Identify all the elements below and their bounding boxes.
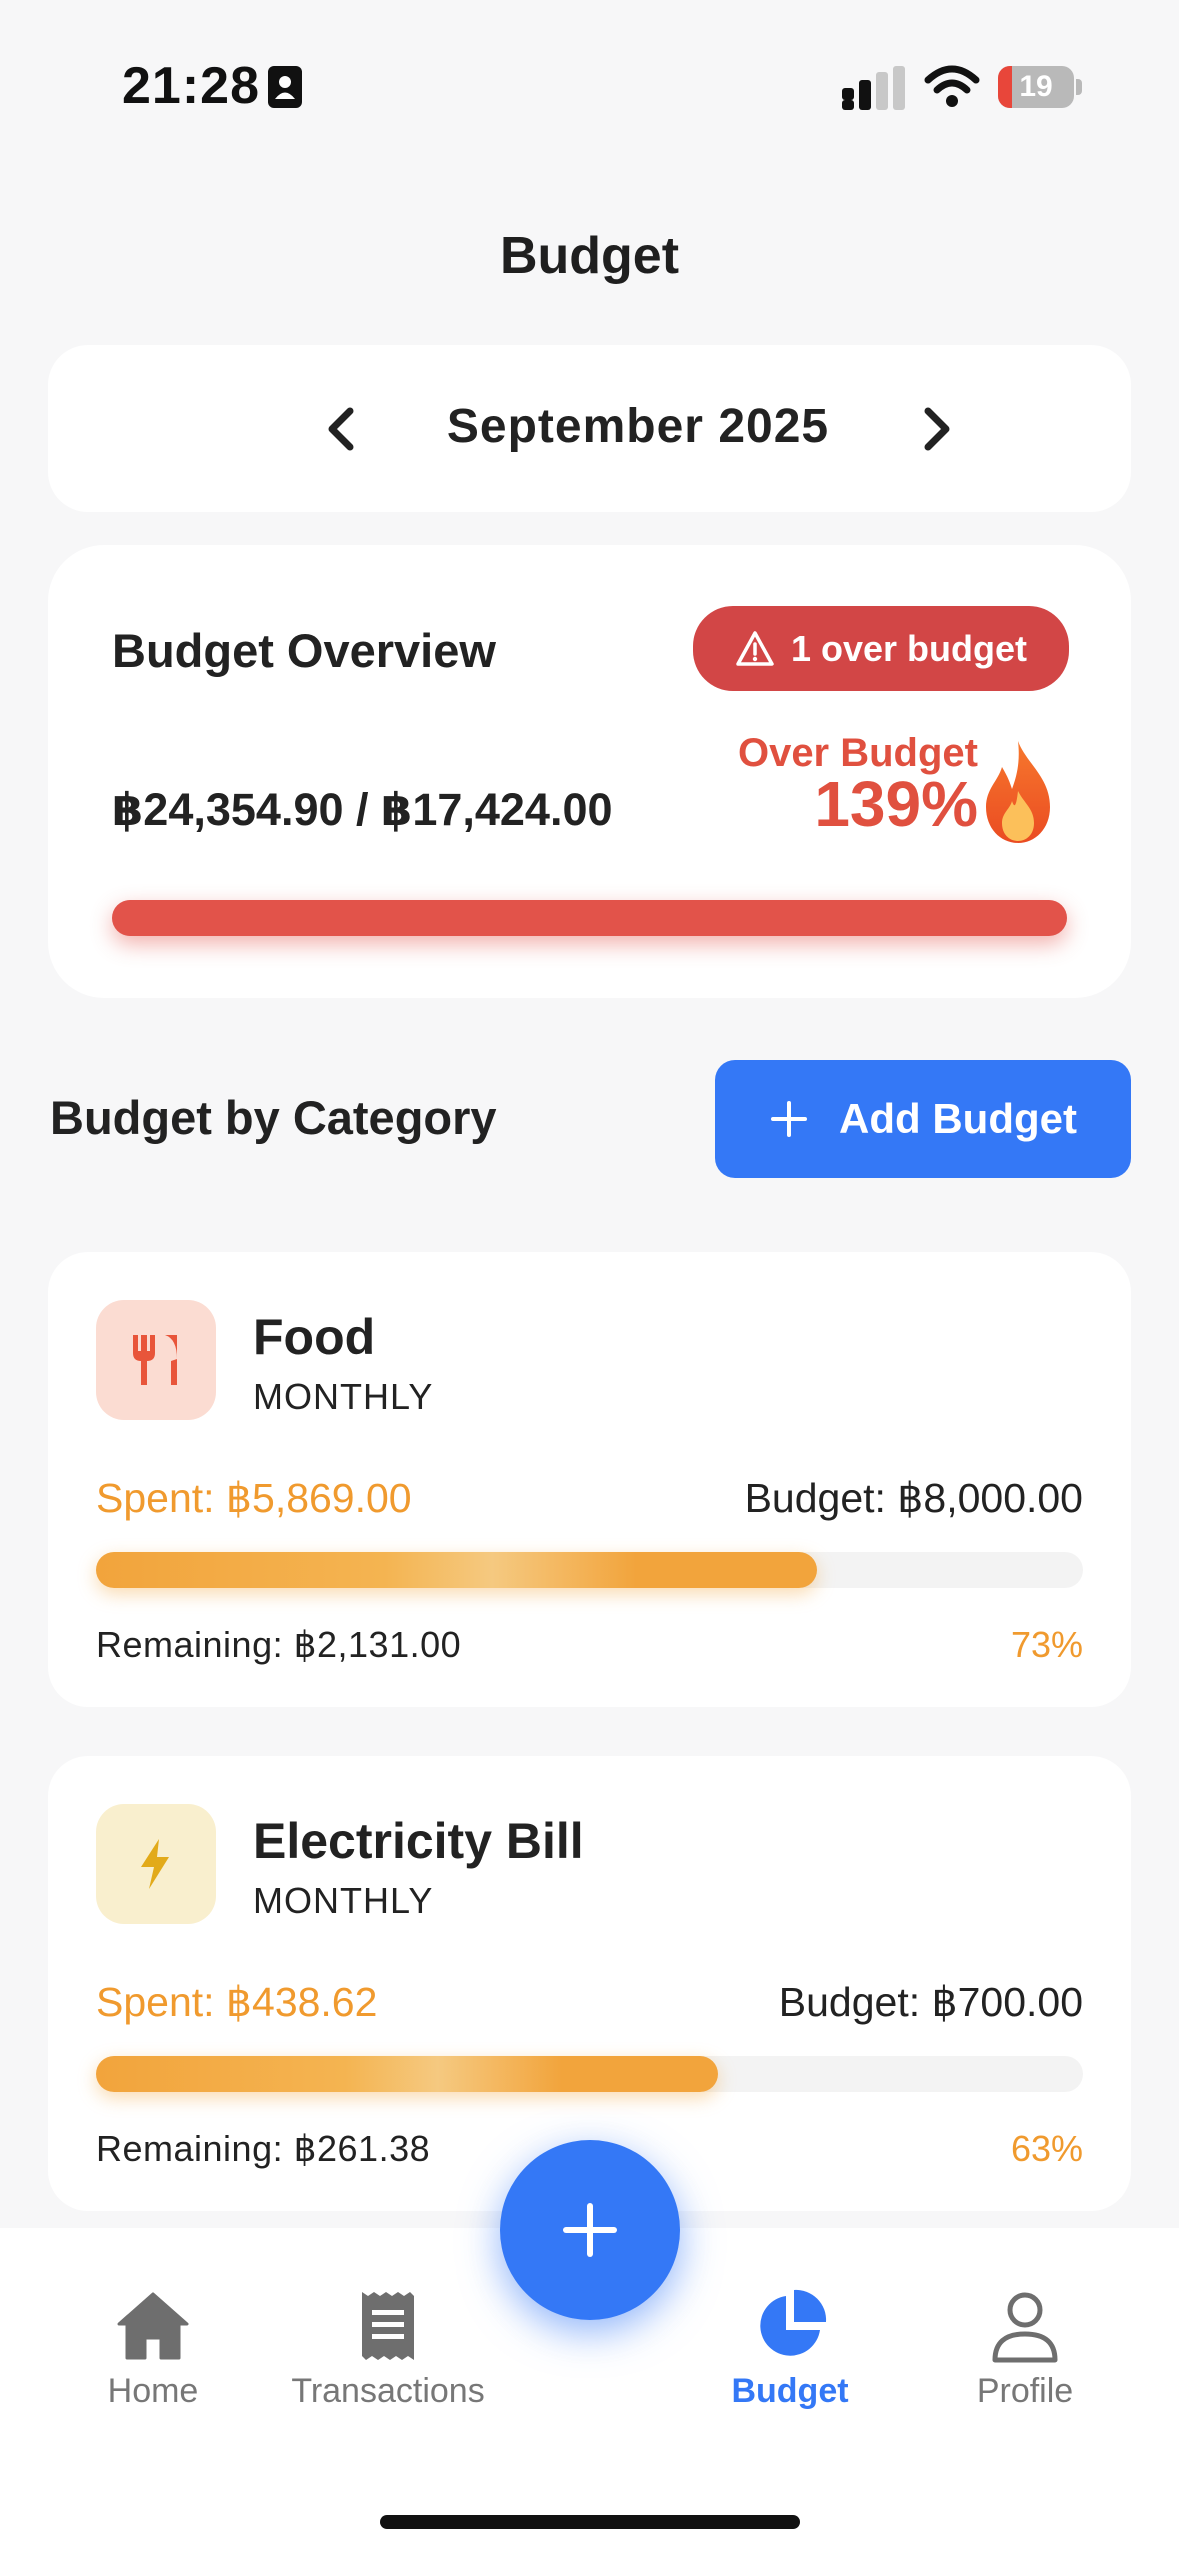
nav-label-budget: Budget bbox=[731, 2372, 849, 2410]
pie-chart-icon bbox=[760, 2289, 827, 2356]
category-percent: 73% bbox=[1010, 1624, 1083, 1665]
previous-month-button[interactable] bbox=[304, 391, 380, 467]
over-budget-badge-label: 1 over budget bbox=[790, 627, 1028, 669]
plus-icon bbox=[771, 1101, 808, 1137]
over-budget-percent: 139% bbox=[814, 768, 978, 840]
section-title: Budget by Category bbox=[50, 1091, 497, 1144]
fork-knife-icon bbox=[133, 1335, 177, 1385]
wifi-icon bbox=[924, 65, 980, 107]
category-progress-fill bbox=[96, 1552, 817, 1588]
category-progress-bar bbox=[96, 1552, 1083, 1588]
category-card-food[interactable]: Food MONTHLY Spent: ฿5,869.00 Budget: ฿8… bbox=[48, 1252, 1131, 1707]
category-spent: Spent: ฿5,869.00 bbox=[96, 1475, 412, 1521]
battery-level: 19 bbox=[1019, 70, 1053, 103]
page-title: Budget bbox=[499, 227, 680, 285]
budget-overview-card: Budget Overview 1 over budget ฿24,354.90… bbox=[48, 545, 1131, 998]
month-label: September 2025 bbox=[446, 400, 830, 453]
nav-label-profile: Profile bbox=[976, 2372, 1074, 2410]
plus-icon bbox=[563, 2203, 617, 2257]
fire-icon bbox=[986, 741, 1050, 843]
overview-progress-fill bbox=[112, 900, 1067, 936]
nav-label-transactions: Transactions bbox=[291, 2372, 485, 2410]
next-month-button[interactable] bbox=[898, 391, 974, 467]
overview-title: Budget Overview bbox=[112, 624, 496, 677]
nav-item-profile[interactable]: Profile bbox=[905, 2286, 1145, 2426]
signal-icon bbox=[842, 66, 905, 110]
add-budget-label: Add Budget bbox=[839, 1095, 1077, 1142]
status-time: 21:28 bbox=[122, 57, 260, 115]
overview-amounts: ฿24,354.90 / ฿17,424.00 bbox=[112, 784, 613, 835]
category-remaining: Remaining: ฿2,131.00 bbox=[96, 1624, 462, 1665]
warning-triangle-icon bbox=[736, 630, 774, 666]
overview-progress-bar bbox=[112, 900, 1067, 936]
nav-item-budget[interactable]: Budget bbox=[670, 2286, 910, 2426]
add-transaction-fab[interactable] bbox=[500, 2140, 680, 2320]
category-spent: Spent: ฿438.62 bbox=[96, 1979, 378, 2025]
category-card-electricity-bill[interactable]: Electricity Bill MONTHLY Spent: ฿438.62 … bbox=[48, 1756, 1131, 2211]
over-budget-badge[interactable]: 1 over budget bbox=[693, 606, 1069, 691]
category-name: Food bbox=[253, 1309, 376, 1365]
category-remaining: Remaining: ฿261.38 bbox=[96, 2128, 431, 2169]
category-period: MONTHLY bbox=[253, 1880, 434, 1921]
add-budget-button[interactable]: Add Budget bbox=[715, 1060, 1131, 1178]
category-budget: Budget: ฿700.00 bbox=[778, 1979, 1083, 2025]
category-period: MONTHLY bbox=[253, 1376, 434, 1417]
category-progress-fill bbox=[96, 2056, 718, 2092]
over-budget-label: Over Budget bbox=[737, 731, 978, 775]
battery-icon: 19 bbox=[998, 66, 1082, 108]
receipt-icon bbox=[362, 2292, 414, 2360]
category-icon-box bbox=[96, 1804, 216, 1924]
month-selector: September 2025 bbox=[48, 345, 1131, 512]
category-percent: 63% bbox=[1010, 2128, 1083, 2169]
home-icon bbox=[117, 2292, 189, 2360]
status-bar: 21:28 19 bbox=[0, 0, 1179, 170]
category-name: Electricity Bill bbox=[253, 1813, 584, 1869]
home-indicator bbox=[380, 2515, 800, 2529]
contact-card-icon bbox=[268, 66, 302, 108]
person-icon bbox=[992, 2292, 1058, 2363]
chevron-left-icon bbox=[328, 407, 354, 451]
nav-item-home[interactable]: Home bbox=[33, 2286, 273, 2426]
nav-item-transactions[interactable]: Transactions bbox=[268, 2286, 508, 2426]
nav-label-home: Home bbox=[107, 2372, 199, 2410]
lightning-bolt-icon bbox=[141, 1839, 169, 1889]
chevron-right-icon bbox=[924, 407, 950, 451]
category-budget: Budget: ฿8,000.00 bbox=[744, 1475, 1083, 1521]
category-progress-bar bbox=[96, 2056, 1083, 2092]
category-icon-box bbox=[96, 1300, 216, 1420]
